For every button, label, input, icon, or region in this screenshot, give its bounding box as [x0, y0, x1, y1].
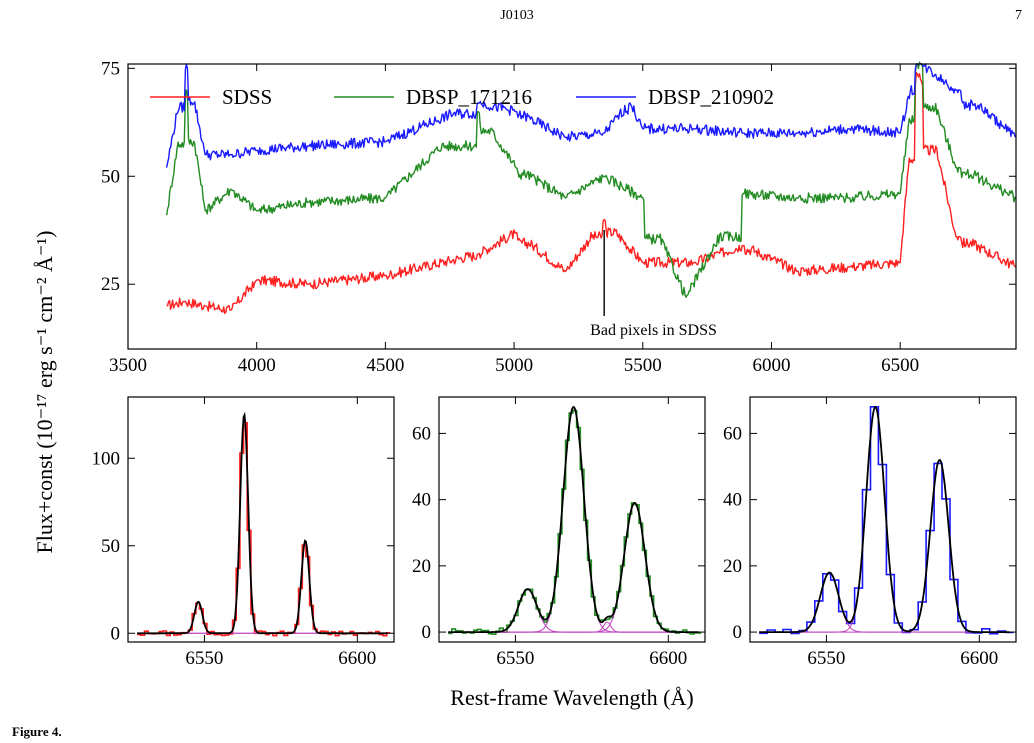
panel-halpha-dbsp-171216: 6550 6600 0 20 40 60 — [412, 396, 706, 669]
panel3-y-tick-label: 20 — [723, 556, 742, 577]
y-axis-label: Flux+const (10⁻¹⁷ erg s⁻¹ cm⁻² Å⁻¹) — [32, 231, 57, 554]
gaussian-component — [448, 502, 699, 633]
panel3-y-tick-label: 60 — [723, 423, 742, 444]
panel1-y-tick-label: 50 — [101, 536, 120, 557]
legend-label-sdss: SDSS — [222, 85, 272, 109]
total-fit — [137, 411, 388, 635]
panel-halpha-sdss: 6550 6600 0 50 100 — [92, 396, 395, 669]
legend-label-dbsp_171216: DBSP_171216 — [406, 85, 532, 109]
panel2-y-tick-label: 60 — [412, 423, 431, 444]
series-line-sdss — [166, 71, 1017, 315]
bad-pixels-annotation: Bad pixels in SDSS — [590, 322, 717, 339]
top-y-tick-label: 50 — [101, 166, 120, 187]
gaussian-component — [448, 406, 699, 633]
top-x-tick-label: 4500 — [366, 355, 404, 376]
observed-spectrum — [137, 422, 391, 637]
panel2-y-tick-label: 40 — [412, 490, 431, 511]
top-frame — [127, 63, 1017, 350]
series-line-dbsp_210902 — [165, 63, 1017, 168]
panel2-x-tick-label: 6600 — [649, 648, 687, 669]
top-x-tick-label: 5500 — [624, 355, 662, 376]
top-x-tick-label: 3500 — [109, 355, 147, 376]
page-header: J0103 7 — [0, 0, 1034, 40]
figure-caption: Figure 4. — [12, 724, 62, 739]
top-x-tick-label: 5000 — [495, 355, 533, 376]
gaussian-component — [759, 406, 1010, 633]
panel3-y-tick-label: 0 — [733, 622, 743, 643]
top-x-tick-label: 6500 — [881, 355, 919, 376]
gaussian-component — [137, 601, 388, 634]
page-number: 7 — [1015, 8, 1022, 23]
panel1-y-tick-label: 100 — [92, 448, 121, 469]
gaussian-component — [137, 413, 388, 634]
panel1-y-tick-label: 0 — [111, 623, 121, 644]
total-fit — [759, 406, 1010, 633]
panel3-y-tick-label: 40 — [723, 490, 742, 511]
panel1-frame — [127, 396, 395, 643]
panel2-frame — [438, 396, 706, 643]
legend-label-dbsp_210902: DBSP_210902 — [648, 85, 774, 109]
panel2-y-tick-label: 0 — [422, 622, 432, 643]
top-y-tick-label: 75 — [101, 58, 120, 79]
top-y-tick-label: 25 — [101, 274, 120, 295]
panel3-x-tick-label: 6600 — [960, 648, 998, 669]
panel3-x-tick-label: 6550 — [807, 648, 845, 669]
panel2-x-tick-label: 6550 — [496, 648, 534, 669]
panel3-frame — [749, 396, 1017, 643]
gaussian-component — [137, 539, 388, 634]
top-x-tick-label: 4000 — [238, 355, 276, 376]
panel1-x-tick-label: 6600 — [338, 648, 376, 669]
gaussian-component — [759, 571, 1010, 633]
panel-top-spectra: 3500 4000 4500 5000 5500 6000 6500 25 50 75 SDSS DB… — [101, 58, 1017, 376]
x-axis-label: Rest-frame Wavelength (Å) — [450, 685, 693, 710]
series-line-dbsp_171216 — [165, 61, 1017, 298]
top-x-tick-label: 6000 — [752, 355, 790, 376]
panel2-y-tick-label: 20 — [412, 556, 431, 577]
panel-halpha-dbsp-210902: 6550 6600 0 20 40 60 — [723, 396, 1017, 669]
panel1-x-tick-label: 6550 — [185, 648, 223, 669]
running-head: J0103 — [500, 8, 534, 23]
observed-spectrum — [448, 409, 702, 635]
total-fit — [448, 405, 699, 633]
